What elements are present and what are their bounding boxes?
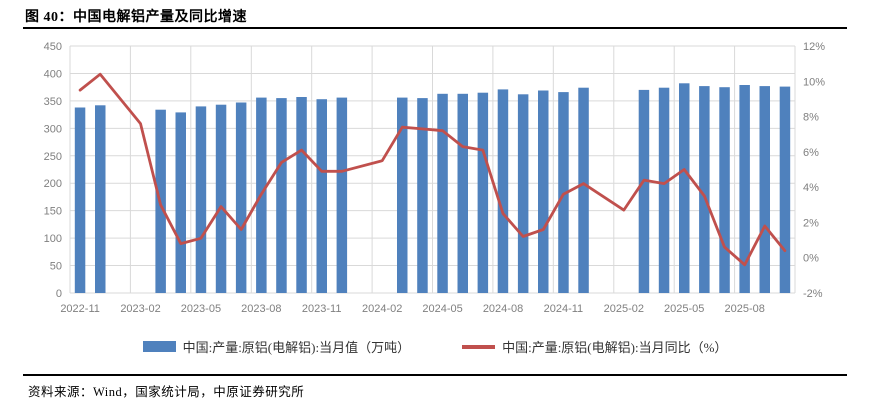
svg-text:0: 0 [56, 288, 62, 300]
bar-2025-09 [759, 86, 770, 293]
bar-2025-03 [638, 89, 650, 294]
legend-item-yoy: 中国:产量:原铝(电解铝):当月同比（%） [462, 337, 727, 356]
svg-text:2025-02: 2025-02 [604, 303, 644, 315]
svg-text:450: 450 [44, 41, 62, 53]
svg-text:2024-02: 2024-02 [362, 303, 402, 315]
legend-bar-swatch-icon [142, 341, 176, 352]
svg-text:400: 400 [44, 68, 62, 80]
bar-2025-06 [699, 86, 710, 293]
bar-2022-11 [74, 107, 86, 293]
svg-text:2%: 2% [803, 217, 819, 229]
bar-2025-05 [679, 83, 690, 293]
chart-legend: 中国:产量:原铝(电解铝):当月值（万吨） 中国:产量:原铝(电解铝):当月同比… [0, 337, 870, 356]
svg-text:2023-08: 2023-08 [241, 303, 281, 315]
figure-title: 图 40：中国电解铝产量及同比增速 [25, 10, 247, 25]
svg-text:2025-05: 2025-05 [664, 303, 704, 315]
svg-text:-2%: -2% [803, 288, 823, 300]
bar-2022-12 [95, 105, 106, 293]
svg-text:0%: 0% [803, 253, 819, 265]
yoy-line [78, 72, 787, 267]
svg-text:2025-08: 2025-08 [725, 303, 765, 315]
bar-2023-11 [316, 99, 327, 293]
bar-2024-09 [517, 94, 529, 293]
bar-2024-04 [417, 98, 428, 293]
svg-text:4%: 4% [803, 182, 819, 194]
legend-item-production: 中国:产量:原铝(电解铝):当月值（万吨） [142, 337, 411, 356]
bar-2024-12 [578, 87, 589, 293]
top-rule [23, 27, 847, 29]
bar-2024-06 [457, 93, 468, 293]
svg-text:6%: 6% [803, 147, 819, 159]
svg-text:50: 50 [50, 261, 62, 273]
legend-label-production: 中国:产量:原铝(电解铝):当月值（万吨） [182, 340, 411, 355]
svg-text:350: 350 [44, 96, 62, 108]
svg-text:250: 250 [44, 151, 62, 163]
svg-text:2023-02: 2023-02 [120, 303, 160, 315]
bar-2023-05 [195, 106, 207, 294]
bar-2024-08 [497, 89, 509, 294]
svg-text:300: 300 [44, 123, 62, 135]
bottom-rule [23, 374, 847, 376]
legend-label-yoy: 中国:产量:原铝(电解铝):当月同比（%） [502, 340, 728, 355]
bar-2023-06 [215, 104, 227, 293]
bar-2024-10 [538, 90, 549, 293]
bar-2023-09 [276, 98, 287, 293]
bar-2025-08 [739, 85, 750, 293]
bar-2024-11 [558, 92, 569, 293]
svg-text:100: 100 [44, 233, 62, 245]
production-yoy-chart: 0 50 100 150 200 250 300 350 400 450 -2% 0% 2% 4% 6% 8%… [44, 41, 826, 315]
svg-text:8%: 8% [803, 112, 819, 124]
svg-text:2023-11: 2023-11 [302, 303, 342, 315]
svg-text:2022-11: 2022-11 [60, 303, 100, 315]
legend-line-swatch-icon [462, 344, 496, 349]
source-note: 资料来源：Wind，国家统计局，中原证券研究所 [28, 385, 305, 399]
svg-text:150: 150 [44, 206, 62, 218]
bar-2025-07 [719, 87, 730, 293]
svg-text:2024-05: 2024-05 [422, 303, 462, 315]
svg-text:200: 200 [44, 178, 62, 190]
bar-2024-03 [397, 97, 408, 293]
bar-2023-04 [175, 112, 186, 294]
bar-2025-10 [779, 86, 791, 293]
svg-text:12%: 12% [803, 41, 825, 53]
bar-2023-12 [336, 97, 348, 293]
svg-text:2024-08: 2024-08 [483, 303, 523, 315]
bar-2023-07 [235, 102, 247, 293]
svg-text:10%: 10% [803, 76, 825, 88]
bar-2023-10 [296, 97, 307, 293]
svg-text:2023-05: 2023-05 [181, 303, 221, 315]
bar-2024-07 [477, 92, 489, 293]
svg-text:2024-11: 2024-11 [544, 303, 584, 315]
bar-2025-04 [658, 87, 670, 293]
bar-2024-05 [437, 93, 448, 293]
